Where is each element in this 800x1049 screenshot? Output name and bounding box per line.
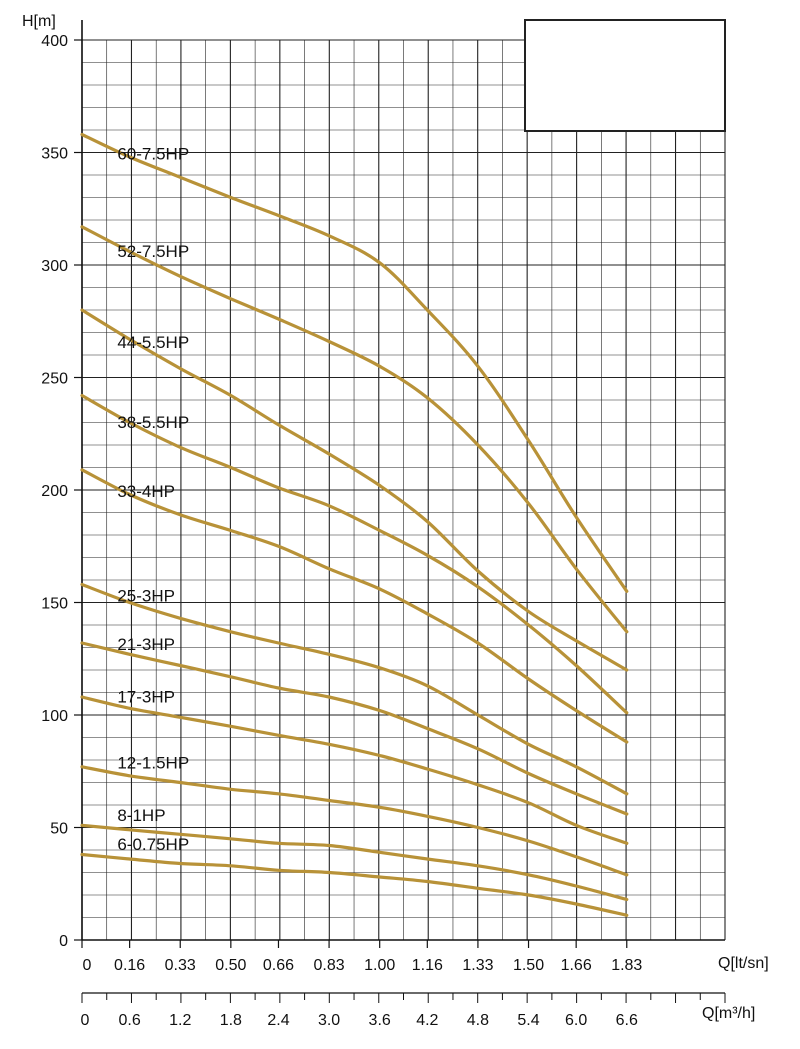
curve-label: 33-4HP: [117, 482, 175, 501]
curve-label: 8-1HP: [117, 806, 165, 825]
curve-8-1HP: [80, 823, 629, 902]
x2-tick-label: 5.4: [517, 1012, 539, 1029]
curve-label: 38-5.5HP: [117, 413, 189, 432]
x2-tick-label: 0: [81, 1012, 90, 1029]
y-tick-label: 200: [41, 483, 68, 500]
x2-tick-label: 4.2: [416, 1012, 438, 1029]
curve-label: 25-3HP: [117, 587, 175, 606]
x2-tick-label: 2.4: [267, 1012, 289, 1029]
curve-label: 60-7.5HP: [117, 144, 189, 163]
curve-6-0.75HP: [80, 852, 629, 917]
x2-tick-label: 6.0: [565, 1012, 587, 1029]
y-axis-ticks: 0 50 100 150 200 250 300 350 400: [41, 33, 82, 950]
curve-label: 6-0.75HP: [117, 835, 189, 854]
y-tick-label: 300: [41, 258, 68, 275]
x-axis-ticks: 0 0.16 0.33 0.50 0.66 0.83 1.00 1.16 1.33 1.50 1.6…: [81, 940, 642, 974]
x2-tick-label: 1.2: [169, 1012, 191, 1029]
x-tick-label: 0: [83, 957, 92, 974]
curve-12-1.5HP: [80, 765, 629, 877]
x-tick-label: 1.83: [611, 957, 642, 974]
secondary-x-axis: 0 0.6 1.2 1.8 2.4 3.0 3.6 4.2 4.8 5.4 6.0 6.6: [81, 992, 726, 1029]
x-tick-label: 1.16: [412, 957, 443, 974]
pump-curves: [80, 132, 629, 917]
x2-tick-label: 3.0: [318, 1012, 340, 1029]
x-tick-label: 0.50: [215, 957, 246, 974]
x-tick-label: 0.16: [114, 957, 145, 974]
x-tick-label: 0.83: [314, 957, 345, 974]
x2-tick-label: 6.6: [616, 1012, 638, 1029]
curve-17-3HP: [80, 695, 629, 845]
curve-25-3HP: [80, 582, 629, 796]
curve-label: 52-7.5HP: [117, 242, 189, 261]
curve-33-4HP: [80, 468, 629, 744]
curve-label: 17-3HP: [117, 688, 175, 707]
x-tick-label: 0.33: [165, 957, 196, 974]
y-axis-label: H[m]: [22, 13, 56, 30]
y-tick-label: 150: [41, 596, 68, 613]
x-tick-label: 1.50: [513, 957, 544, 974]
y-tick-label: 400: [41, 33, 68, 50]
curve-label: 12-1.5HP: [117, 754, 189, 773]
curve-38-5.5HP: [80, 393, 629, 715]
x-tick-label: 1.33: [462, 957, 493, 974]
y-tick-label: 250: [41, 371, 68, 388]
x2-tick-label: 0.6: [119, 1012, 141, 1029]
curve-44-5.5HP: [80, 308, 629, 672]
curve-60-7.5HP: [80, 132, 629, 593]
x-tick-label: 1.00: [364, 957, 395, 974]
legend-box: [524, 19, 726, 132]
curve-21-3HP: [80, 641, 629, 816]
y-tick-label: 0: [59, 933, 68, 950]
y-tick-label: 50: [50, 821, 68, 838]
x2-tick-label: 1.8: [220, 1012, 242, 1029]
curve-52-7.5HP: [80, 225, 629, 634]
x-tick-label: 1.66: [561, 957, 592, 974]
curve-label: 21-3HP: [117, 635, 175, 654]
x-axis-label: Q[lt/sn]: [718, 955, 769, 972]
y-tick-label: 100: [41, 708, 68, 725]
x-tick-label: 0.66: [263, 957, 294, 974]
x2-tick-label: 3.6: [369, 1012, 391, 1029]
curve-label: 44-5.5HP: [117, 333, 189, 352]
y-tick-label: 350: [41, 146, 68, 163]
x2-tick-label: 4.8: [467, 1012, 489, 1029]
curve-labels: 60-7.5HP 52-7.5HP 44-5.5HP 38-5.5HP 33-4HP 25…: [117, 144, 189, 854]
x2-axis-label: Q[m³/h]: [702, 1005, 755, 1022]
